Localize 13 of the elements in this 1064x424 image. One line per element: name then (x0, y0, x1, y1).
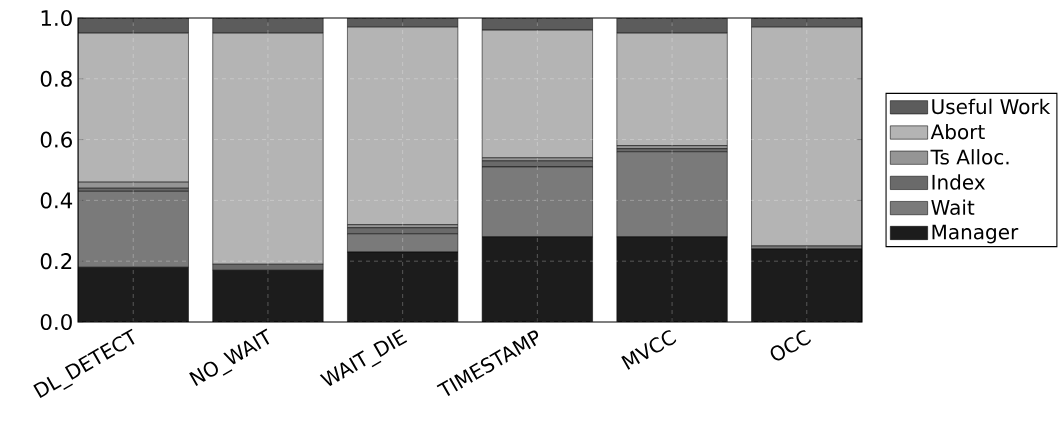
y-tick-label: 0.6 (40, 131, 72, 148)
y-tick-label: 0.2 (40, 253, 72, 270)
legend-label: Useful Work (932, 98, 1051, 115)
legend-label: Ts Alloc. (930, 149, 1009, 165)
legend-label: Wait (931, 199, 975, 215)
x-tick-label: OCC (770, 330, 811, 361)
legend-label: Abort (930, 123, 985, 140)
y-tick-label: 0.0 (40, 313, 72, 331)
y-tick-label: 0.8 (40, 70, 72, 87)
legend-label: Index (932, 174, 985, 190)
y-tick-label: 1.0 (41, 9, 72, 27)
y-tick-label: 0.4 (40, 192, 73, 209)
legend-label: Manager (932, 224, 1019, 244)
